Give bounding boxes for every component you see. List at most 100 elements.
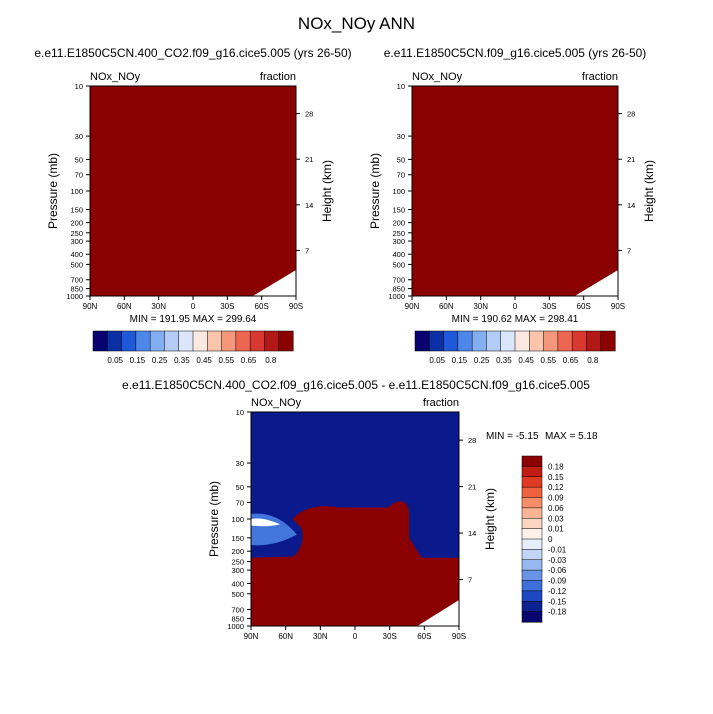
colorbar-label: -0.18 [548,608,567,617]
page-title: NOx_NOy ANN [297,14,416,33]
colorbar-swatch [571,330,587,352]
colorbar-swatch [164,330,180,352]
y2-tick-label: 7 [305,246,309,255]
colorbar-swatch [521,486,543,499]
topography-mask [417,600,459,626]
y-tick-label: 1000 [66,292,83,301]
colorbar-swatch [543,330,559,352]
y-tick-label: 250 [231,558,244,567]
y2-axis-title: Height (km) [320,160,334,222]
colorbar-swatch [521,549,543,561]
colorbar-label: 0.06 [548,504,564,513]
y2-tick-label: 14 [305,201,313,210]
y-tick-label: 70 [397,171,405,180]
y-tick-label: 100 [392,187,405,196]
y-tick-label: 850 [70,285,83,294]
colorbar-label: 0.03 [548,514,564,523]
x-tick-label: 30S [542,302,556,311]
colorbar-swatch [514,330,530,352]
colorbar-swatch [443,330,459,352]
colorbar-swatch [107,330,123,352]
colorbar-label: 0.25 [152,356,168,365]
x-tick-label: 60S [255,302,269,311]
colorbar-label: 0.65 [241,356,257,365]
y-tick-label: 850 [231,614,244,623]
y2-axis-title: Height (km) [483,488,497,550]
min-stat: MIN = -5.15 [486,431,539,442]
y-tick-label: 100 [231,515,244,524]
y-tick-label: 200 [70,219,83,228]
x-tick-label: 90S [452,632,466,641]
y-tick-label: 400 [392,250,405,259]
x-tick-label: 90N [405,302,420,311]
colorbar-swatch [429,330,445,352]
variable-label: NOx_NOy [412,71,463,83]
colorbar-swatch [600,330,616,352]
colorbar-label: 0.8 [265,356,277,365]
colorbar-label: 0.55 [219,356,235,365]
y-tick-label: 1000 [227,622,244,631]
y2-tick-label: 28 [468,436,476,445]
y-tick-label: 50 [236,483,244,492]
y-axis-title: Pressure (mb) [207,481,221,557]
variable-label: NOx_NOy [251,397,302,409]
chart-panel-1: e.e11.E1850C5CN.400_CO2.f09_g16.cice5.00… [34,46,351,365]
colorbar-swatch [486,330,502,352]
y-tick-label: 500 [392,260,405,269]
colorbar-label: 0.15 [452,356,468,365]
colorbar-swatch [521,538,543,550]
y-tick-label: 50 [397,155,405,164]
y-tick-label: 10 [236,408,244,417]
x-tick-label: 60N [117,302,132,311]
colorbar-swatch [521,476,543,488]
colorbar-swatch [235,330,251,352]
x-tick-label: 30S [383,632,397,641]
colorbar-swatch [521,601,543,613]
colorbar-label: -0.01 [548,545,567,554]
colorbar-swatch [249,330,265,352]
y-tick-label: 500 [231,590,244,599]
colorbar-label: 0.65 [563,356,579,365]
y-tick-label: 250 [392,229,405,238]
y2-tick-label: 7 [468,576,472,585]
y2-tick-label: 21 [627,155,635,164]
y2-tick-label: 14 [627,201,635,210]
colorbar-label: 0.15 [130,356,146,365]
colorbar-label: 0.45 [518,356,534,365]
y-tick-label: 500 [70,260,83,269]
colorbar-label: 0.05 [107,356,123,365]
y2-axis-title: Height (km) [642,160,656,222]
colorbar-label: 0.01 [548,525,564,534]
colorbar-swatch [521,518,543,530]
colorbar-label: 0.18 [548,462,564,471]
diff-zero-band [251,518,281,527]
y-tick-label: 700 [392,276,405,285]
colorbar-label: 0.45 [196,356,212,365]
min-max-stats: MIN = 190.62 MAX = 298.41 [452,314,579,325]
colorbar-label: -0.12 [548,587,567,596]
x-tick-label: 90N [83,302,98,311]
colorbar-label: -0.03 [548,556,567,565]
colorbar-label: 0.55 [541,356,557,365]
colorbar-swatch [149,330,165,352]
panel-title: e.e11.E1850C5CN.400_CO2.f09_g16.cice5.00… [122,378,590,392]
colorbar-label: -0.15 [548,597,567,606]
topography-mask [252,270,296,296]
max-stat: MAX = 5.18 [545,431,598,442]
y-tick-label: 400 [231,579,244,588]
colorbar-swatch [521,466,543,478]
x-tick-label: 30N [151,302,166,311]
y-tick-label: 100 [70,187,83,196]
colorbar-swatch [521,497,543,509]
units-label: fraction [423,397,459,409]
units-label: fraction [582,71,618,83]
y-axis-title: Pressure (mb) [368,153,382,229]
colorbar-swatch [521,569,543,582]
colorbar-label: 0.15 [548,473,564,482]
chart-panel-2: e.e11.E1850C5CN.f09_g16.cice5.005 (yrs 2… [368,46,656,365]
colorbar-swatch [135,330,151,352]
colorbar-label: 0.05 [429,356,445,365]
colorbar-label: 0 [548,535,553,544]
colorbar-swatch [414,330,430,352]
colorbar-swatch [192,330,208,352]
